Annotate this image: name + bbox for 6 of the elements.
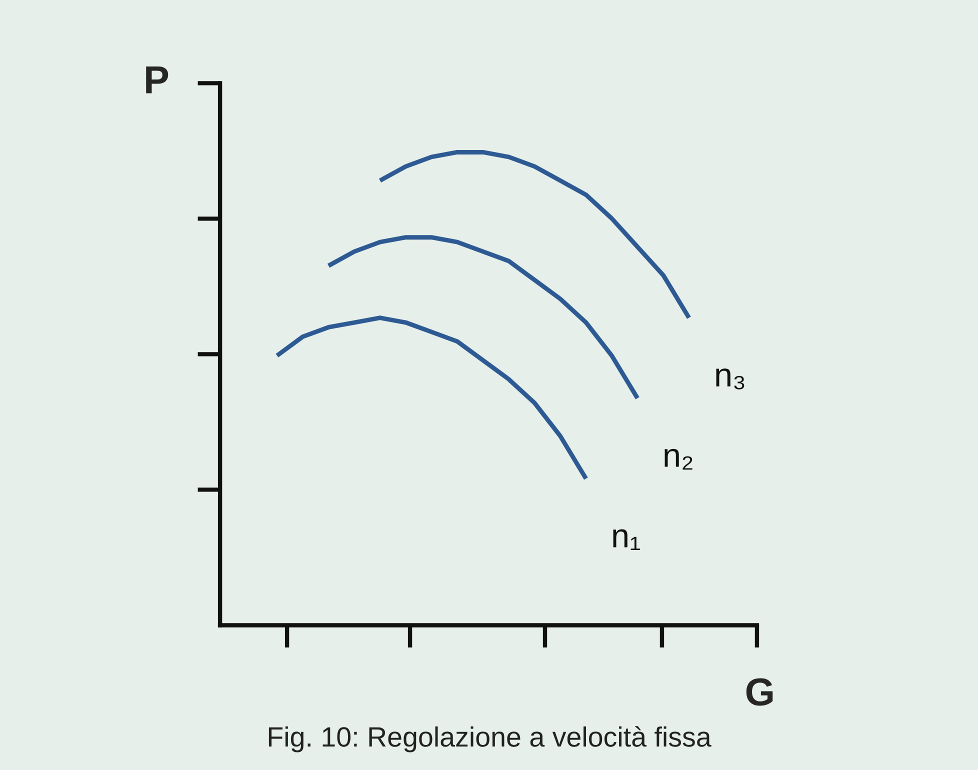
x-axis-title: G (746, 678, 773, 706)
series-label: n₃ (716, 368, 744, 390)
series-label: n₁ (613, 529, 640, 550)
y-axis-title: P (146, 66, 168, 94)
caption: Fig. 10: Regolazione a velocità fissa (268, 726, 712, 752)
series-label: n₂ (664, 448, 692, 470)
